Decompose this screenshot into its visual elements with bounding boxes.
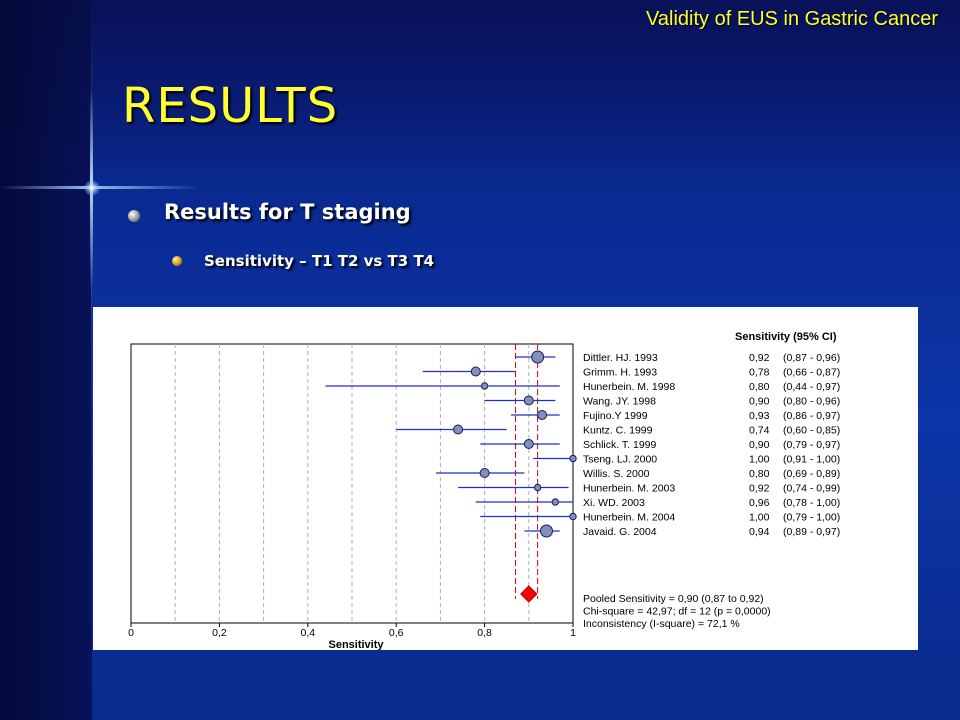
light-flare-horizontal [0, 186, 200, 189]
study-name: Fujino.Y 1999 [583, 410, 648, 422]
study-value: 1,00 [749, 454, 770, 466]
x-tick-label: 0,4 [300, 627, 315, 639]
slide-title: RESULTS [122, 78, 339, 134]
study-ci: (0,80 - 0,96) [783, 396, 840, 408]
study-point [531, 350, 545, 364]
study-value: 0,80 [749, 468, 770, 480]
light-flare-center [84, 180, 100, 196]
study-name: Wang. JY. 1998 [583, 396, 656, 408]
study-value: 0,90 [749, 439, 770, 451]
study-value: 0,74 [749, 425, 770, 437]
study-value: 0,80 [749, 381, 770, 393]
study-name: Xi. WD. 2003 [583, 497, 645, 509]
study-name: Grimm. H. 1993 [583, 367, 657, 379]
study-value: 0,78 [749, 367, 770, 379]
study-value: 0,96 [749, 497, 770, 509]
study-ci: (0,79 - 0,97) [783, 439, 840, 451]
study-value: 0,92 [749, 483, 770, 495]
study-point [470, 366, 481, 377]
study-point [523, 439, 534, 449]
study-ci: (0,78 - 1,00) [783, 497, 840, 509]
forest-plot: Dittler. HJ. 1993 0,92 (0,87 - 0,96) Grimm.… [128, 331, 840, 650]
study-name: Kuntz. C. 1999 [583, 425, 653, 437]
study-value: 0,92 [749, 352, 770, 364]
study-ci: (0,74 - 0,99) [783, 483, 840, 495]
study-point [479, 468, 490, 478]
study-ci: (0,89 - 0,97) [783, 526, 840, 538]
study-ci: (0,86 - 0,97) [783, 410, 840, 422]
study-point [569, 512, 577, 521]
study-point [480, 382, 489, 390]
bullet-dot-icon [128, 210, 140, 222]
study-point [551, 498, 560, 506]
study-ci: (0,69 - 0,89) [783, 468, 840, 480]
study-ci: (0,60 - 0,85) [783, 425, 840, 437]
summary-line: Chi-square = 42,97; df = 12 (p = 0,0000) [583, 606, 771, 618]
bullet-dot-icon [172, 256, 182, 266]
study-point [533, 483, 542, 492]
study-name: Javaid. G. 2004 [583, 526, 657, 538]
bullet-level1-text: Results for T staging [164, 200, 411, 224]
study-point [569, 454, 577, 463]
column-header: Sensitivity (95% CI) [735, 331, 837, 343]
study-ci: (0,87 - 0,96) [783, 352, 840, 364]
study-name: Hunerbein. M. 2003 [583, 483, 675, 495]
x-tick-label: 1 [570, 627, 576, 639]
forest-plot-panel: Dittler. HJ. 1993 0,92 (0,87 - 0,96) Grimm.… [93, 307, 918, 650]
study-value: 0,94 [749, 526, 770, 538]
study-name: Hunerbein. M. 2004 [583, 512, 675, 524]
summary-line: Pooled Sensitivity = 0,90 (0,87 to 0,92) [583, 593, 764, 605]
bullet-level2-text: Sensitivity – T1 T2 vs T3 T4 [204, 252, 435, 270]
x-tick-label: 0,2 [212, 627, 227, 639]
study-ci: (0,79 - 1,00) [783, 512, 840, 524]
study-name: Schlick. T. 1999 [583, 439, 657, 451]
pooled-diamond [520, 585, 538, 603]
x-tick-label: 0 [128, 627, 134, 639]
slide-header: Validity of EUS in Gastric Cancer [646, 8, 938, 30]
study-ci: (0,44 - 0,97) [783, 381, 840, 393]
study-name: Hunerbein. M. 1998 [583, 381, 675, 393]
vertical-light-line [91, 0, 92, 720]
top-decor-band [0, 0, 960, 190]
study-point [539, 524, 553, 538]
study-name: Willis. S. 2000 [583, 468, 650, 480]
x-tick-label: 0,6 [389, 627, 404, 639]
study-point [453, 424, 464, 435]
study-name: Dittler. HJ. 1993 [583, 352, 658, 364]
x-tick-label: 0,8 [477, 627, 492, 639]
study-ci: (0,91 - 1,00) [783, 454, 840, 466]
study-point [537, 410, 548, 420]
study-name: Tseng. LJ. 2000 [583, 454, 657, 466]
study-point [523, 395, 534, 406]
summary-line: Inconsistency (I-square) = 72,1 % [583, 618, 740, 630]
study-value: 0,93 [749, 410, 770, 422]
x-axis-label: Sensitivity [328, 639, 384, 650]
study-ci: (0,66 - 0,87) [783, 367, 840, 379]
study-value: 0,90 [749, 396, 770, 408]
study-value: 1,00 [749, 512, 770, 524]
